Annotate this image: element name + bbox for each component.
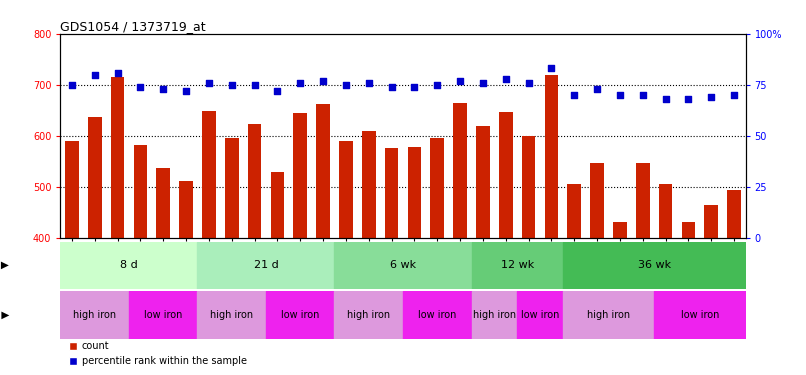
Text: high iron: high iron (473, 310, 516, 320)
Bar (271, 172, 285, 238)
Point (362, 80, 375, 86)
Bar (613, 222, 627, 238)
Bar (88, 117, 102, 238)
Bar (563, 242, 746, 289)
Point (65, 82, 78, 88)
Bar (65, 141, 79, 238)
Point (385, 84, 398, 90)
Bar (590, 163, 604, 238)
Point (454, 78, 467, 84)
Text: 36 wk: 36 wk (638, 260, 671, 270)
Point (591, 86, 604, 92)
Bar (636, 163, 650, 238)
Text: low iron: low iron (144, 310, 182, 320)
Point (88, 72, 101, 78)
Point (545, 66, 558, 72)
Bar (517, 291, 563, 339)
Point (293, 80, 306, 86)
Bar (197, 291, 266, 339)
Bar (362, 131, 376, 238)
Bar (110, 77, 124, 238)
Point (225, 82, 239, 88)
Point (476, 80, 489, 86)
Point (202, 80, 215, 86)
Bar (567, 184, 581, 238)
Text: high iron: high iron (73, 310, 116, 320)
Bar (293, 113, 307, 238)
Point (522, 80, 535, 86)
Bar (472, 291, 517, 339)
Bar (60, 291, 129, 339)
Text: 6 wk: 6 wk (390, 260, 416, 270)
Text: 21 d: 21 d (254, 260, 278, 270)
Point (180, 88, 193, 94)
Text: high iron: high iron (587, 310, 630, 320)
Bar (472, 242, 563, 289)
Bar (403, 291, 472, 339)
Point (567, 92, 580, 98)
Bar (179, 182, 193, 238)
Bar (134, 145, 147, 238)
Point (430, 82, 443, 88)
Bar (384, 148, 398, 238)
Text: high iron: high iron (210, 310, 253, 320)
Point (111, 70, 124, 76)
Text: age  ▶: age ▶ (0, 260, 9, 270)
Text: GDS1054 / 1373719_at: GDS1054 / 1373719_at (60, 20, 206, 33)
Bar (521, 136, 535, 238)
Bar (654, 291, 746, 339)
Bar (156, 168, 170, 238)
Bar (334, 242, 472, 289)
Bar (339, 141, 353, 238)
Point (248, 82, 261, 88)
Text: dose  ▶: dose ▶ (0, 310, 9, 320)
Point (271, 88, 284, 94)
Text: 8 d: 8 d (120, 260, 138, 270)
Legend: count, percentile rank within the sample: count, percentile rank within the sample (65, 338, 251, 370)
Point (659, 96, 672, 102)
Point (682, 96, 695, 102)
Bar (316, 104, 330, 238)
Bar (266, 291, 334, 339)
Bar (430, 138, 444, 238)
Bar (704, 205, 718, 238)
Bar (659, 184, 672, 238)
Point (499, 76, 512, 82)
Point (728, 92, 741, 98)
Point (636, 92, 649, 98)
Bar (197, 242, 334, 289)
Bar (499, 112, 513, 238)
Text: low iron: low iron (281, 310, 319, 320)
Bar (545, 75, 559, 238)
Bar (453, 103, 467, 238)
Point (408, 84, 421, 90)
Bar (247, 124, 261, 238)
Bar (60, 242, 197, 289)
Bar (129, 291, 197, 339)
Bar (682, 222, 696, 238)
Point (613, 92, 626, 98)
Bar (225, 138, 239, 238)
Text: low iron: low iron (681, 310, 719, 320)
Bar (202, 111, 216, 238)
Point (134, 84, 147, 90)
Text: high iron: high iron (347, 310, 390, 320)
Text: low iron: low iron (418, 310, 456, 320)
Bar (563, 291, 654, 339)
Point (339, 82, 352, 88)
Text: 12 wk: 12 wk (501, 260, 534, 270)
Bar (408, 147, 422, 238)
Bar (334, 291, 403, 339)
Bar (727, 190, 741, 238)
Point (317, 78, 330, 84)
Text: low iron: low iron (521, 310, 559, 320)
Bar (476, 126, 490, 238)
Point (704, 94, 717, 100)
Point (156, 86, 169, 92)
